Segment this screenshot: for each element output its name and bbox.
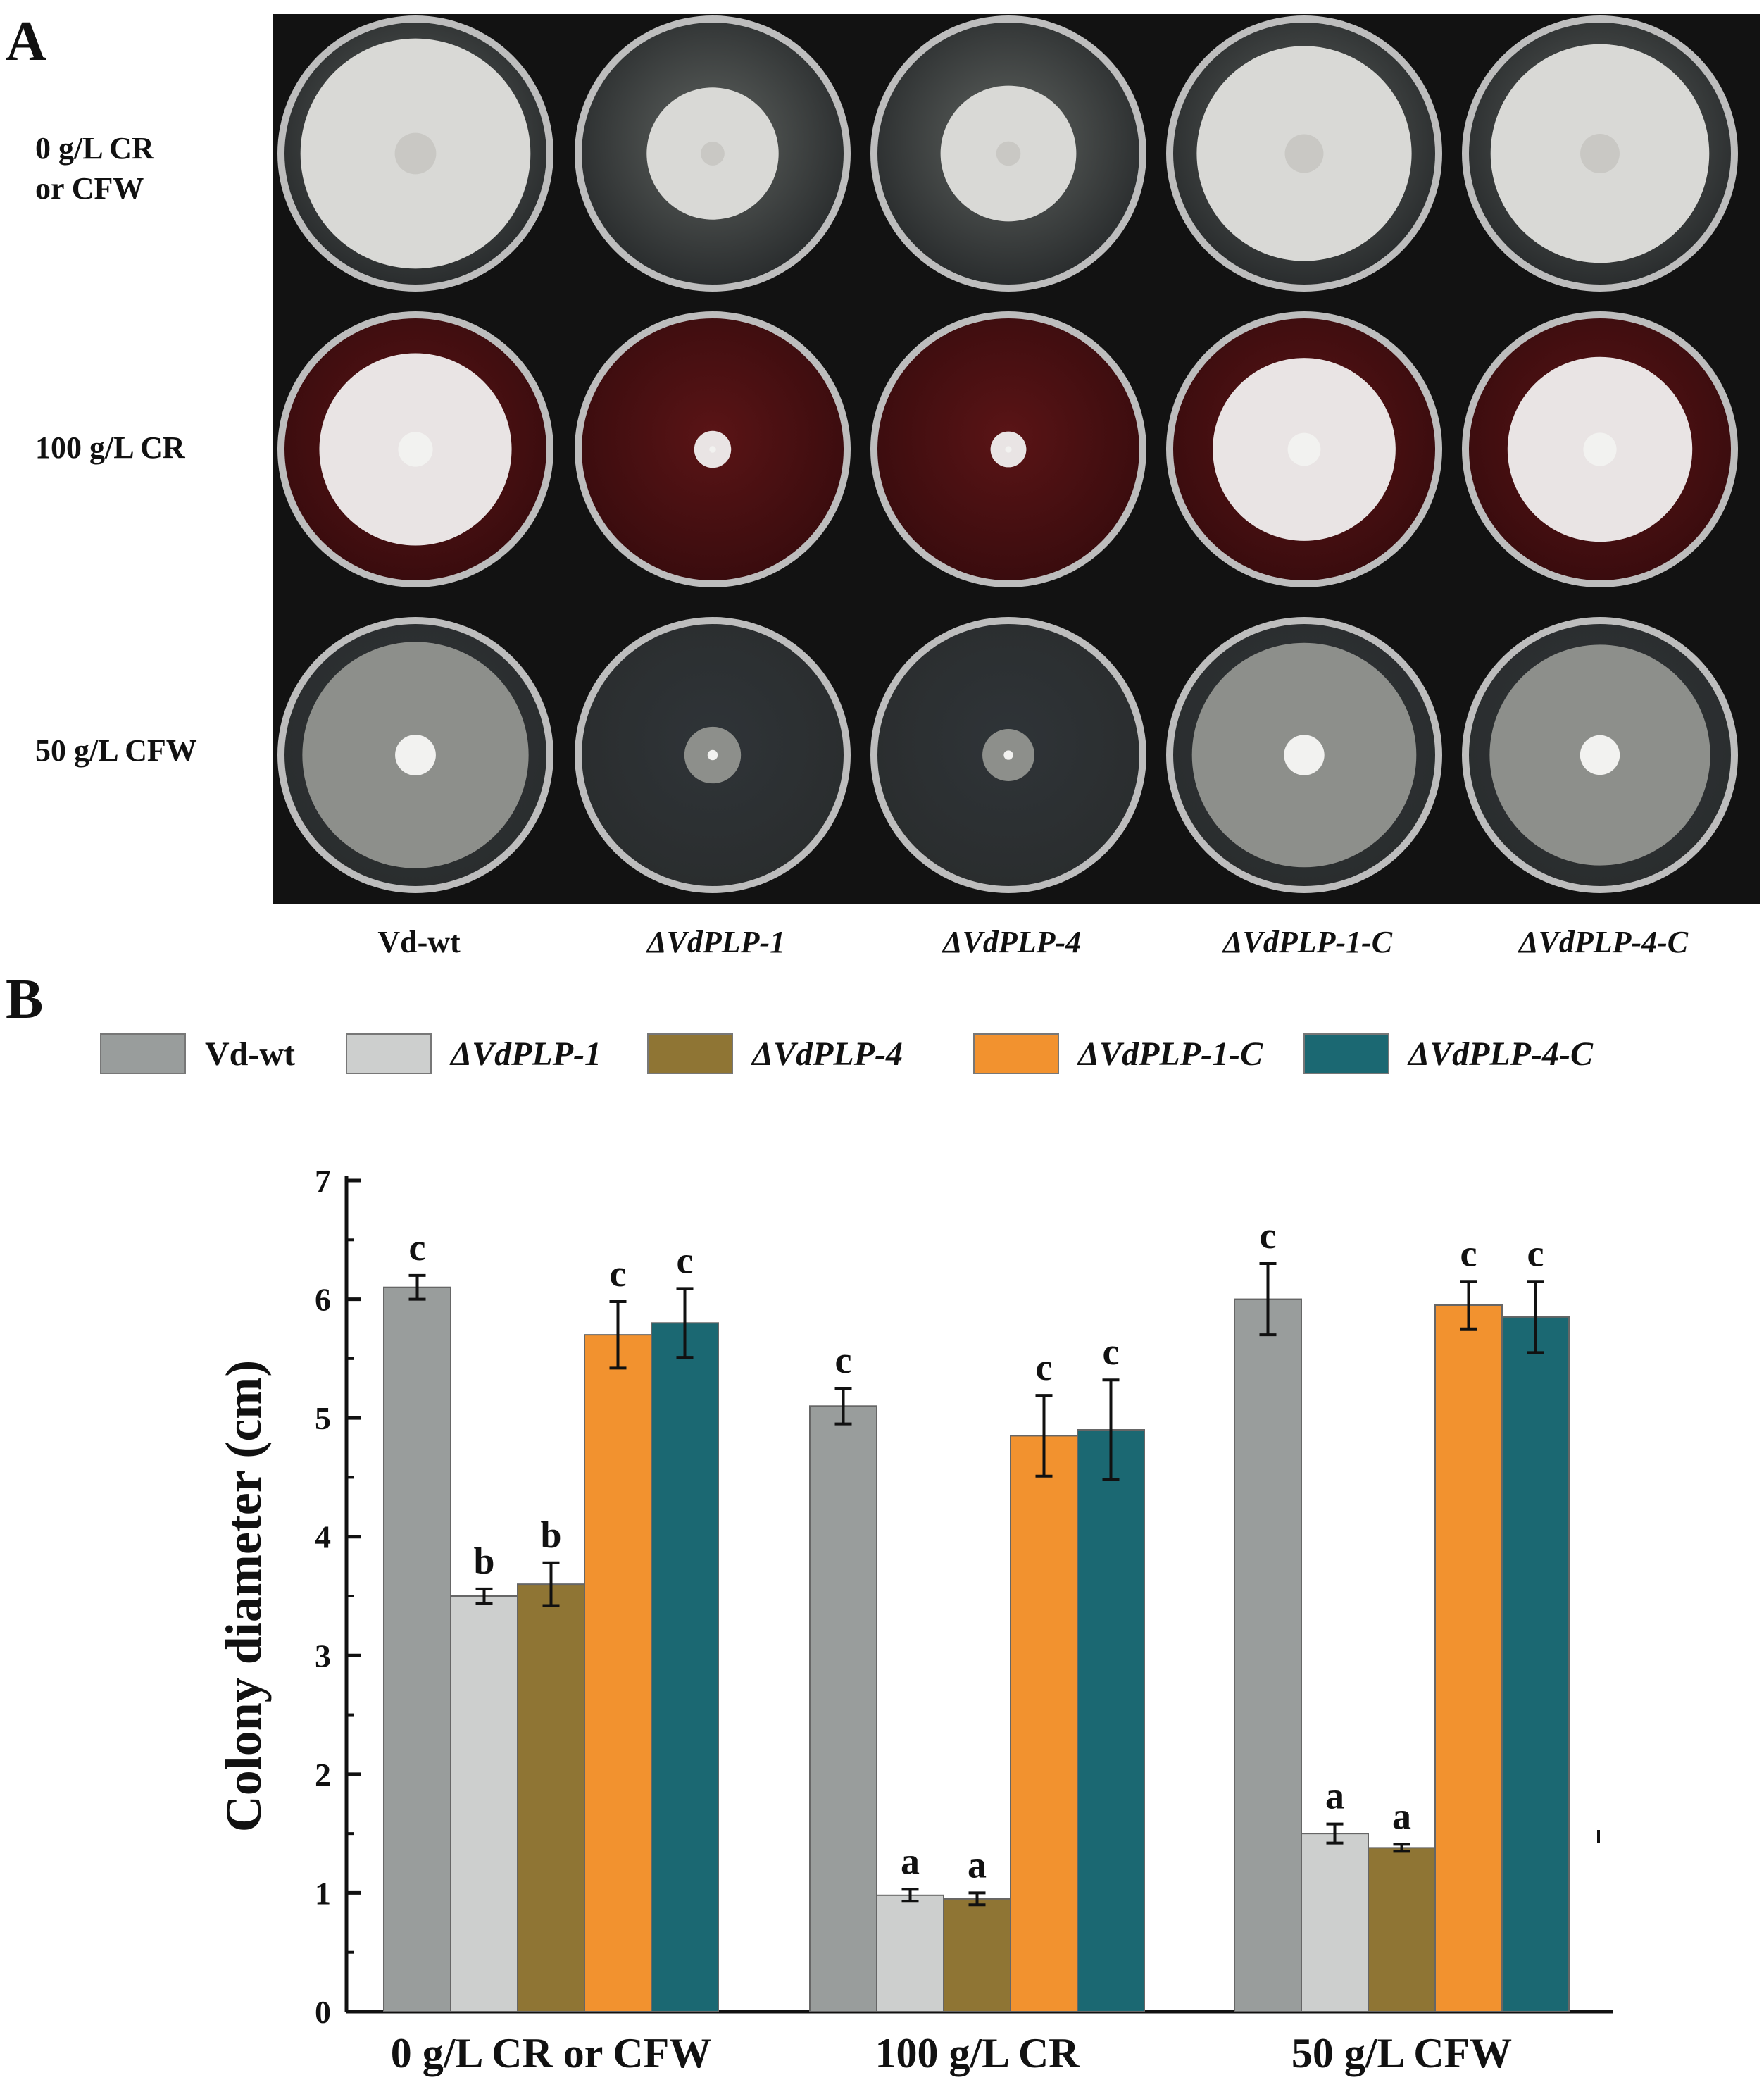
colony-center (1284, 735, 1325, 775)
significance-letter: a (968, 1843, 987, 1886)
bar (1501, 1316, 1570, 2013)
bar (584, 1334, 652, 2012)
bar (1434, 1304, 1503, 2012)
y-tick-label: 3 (315, 1638, 331, 1674)
bar (1234, 1298, 1302, 2012)
significance-letter: c (1527, 1232, 1544, 1274)
colony-center (395, 735, 436, 775)
strain-label: ΔVdPLP-4 (942, 925, 1081, 959)
legend-label: ΔVdPLP-1-C (1077, 1035, 1263, 1073)
colony-center (707, 749, 718, 761)
y-tick-label: 1 (315, 1875, 331, 1911)
row-label: or CFW (35, 171, 144, 206)
row-label: 50 g/L CFW (35, 733, 197, 768)
panel-b-label: B (6, 968, 43, 1030)
panel-a-label: A (6, 11, 46, 73)
legend-swatch (100, 1033, 186, 1074)
bar (383, 1286, 451, 2012)
colony-center (1580, 134, 1620, 173)
strain-label: ΔVdPLP-1 (646, 925, 785, 959)
legend-label: ΔVdPLP-1 (449, 1035, 601, 1073)
x-category-label: 100 g/L CR (875, 2030, 1080, 2076)
significance-letter: c (409, 1226, 426, 1269)
bar (1010, 1435, 1078, 2012)
y-tick-label: 2 (315, 1757, 331, 1793)
significance-letter: b (540, 1514, 561, 1556)
bar (450, 1595, 518, 2012)
chart-legend: Vd-wt ΔVdPLP-1 ΔVdPLP-4 ΔVdPLP-1-C ΔVdPLP-4-… (100, 1033, 1594, 1074)
y-tick-label: 4 (315, 1519, 331, 1555)
colony-center (1003, 750, 1013, 760)
bar (1368, 1847, 1436, 2012)
significance-letter: c (1036, 1346, 1053, 1388)
bar (517, 1583, 585, 2012)
bar (943, 1898, 1011, 2013)
row-labels: 0 g/L CR or CFW 100 g/L CR 50 g/L CFW (35, 131, 197, 768)
strain-labels: Vd-wt ΔVdPLP-1 ΔVdPLP-4 ΔVdPLP-1-C ΔVdPLP-4-… (377, 925, 1688, 959)
y-tick-label: 7 (315, 1163, 331, 1199)
colony-center (709, 446, 716, 453)
bar (1077, 1429, 1145, 2012)
bar (651, 1322, 719, 2013)
bar-chart: 0 1 2 3 4 5 6 7 Colony diameter (cm) 0 g/L CR or … (215, 1163, 1613, 2076)
colony-center (1580, 735, 1620, 775)
legend-label: ΔVdPLP-4 (751, 1035, 903, 1073)
significance-letter: b (473, 1540, 494, 1582)
colony-center (996, 141, 1021, 166)
strain-label: ΔVdPLP-4-C (1518, 925, 1689, 959)
x-category-label: 50 g/L CFW (1291, 2030, 1512, 2076)
legend-swatch (973, 1033, 1059, 1074)
bar (809, 1405, 877, 2013)
colony-center (398, 432, 433, 467)
row-label: 0 g/L CR (35, 131, 155, 166)
colony-center (701, 142, 725, 166)
bar (1301, 1833, 1369, 2012)
colony-center (1005, 446, 1012, 453)
significance-letter: c (677, 1239, 694, 1281)
y-tick-label: 0 (315, 1994, 331, 2030)
colony-center (1287, 432, 1321, 466)
y-tick-label: 6 (315, 1282, 331, 1318)
legend-swatch (1303, 1033, 1389, 1074)
legend-swatch (346, 1033, 432, 1074)
legend-label: Vd-wt (205, 1035, 295, 1073)
plate-grid (277, 15, 1738, 893)
significance-letter: c (610, 1252, 627, 1295)
x-category-label: 0 g/L CR or CFW (391, 2030, 712, 2076)
strain-label: ΔVdPLP-1-C (1222, 925, 1393, 959)
legend-label: ΔVdPLP-4-C (1407, 1035, 1594, 1073)
bar (876, 1894, 944, 2013)
significance-letter: a (901, 1840, 920, 1882)
colony-center (394, 132, 437, 175)
colony-center (1583, 432, 1617, 466)
row-label: 100 g/L CR (35, 430, 186, 465)
significance-letter: c (1460, 1232, 1477, 1274)
significance-letter: a (1325, 1775, 1344, 1817)
strain-label: Vd-wt (377, 925, 461, 959)
significance-letter: c (1103, 1331, 1120, 1373)
significance-letter: c (1260, 1214, 1277, 1257)
legend-swatch (647, 1033, 733, 1074)
significance-letter: a (1392, 1795, 1411, 1837)
colony-center (1284, 134, 1324, 173)
y-tick-label: 5 (315, 1400, 331, 1436)
significance-letter: c (835, 1339, 852, 1381)
y-axis-label: Colony diameter (cm) (215, 1360, 272, 1833)
